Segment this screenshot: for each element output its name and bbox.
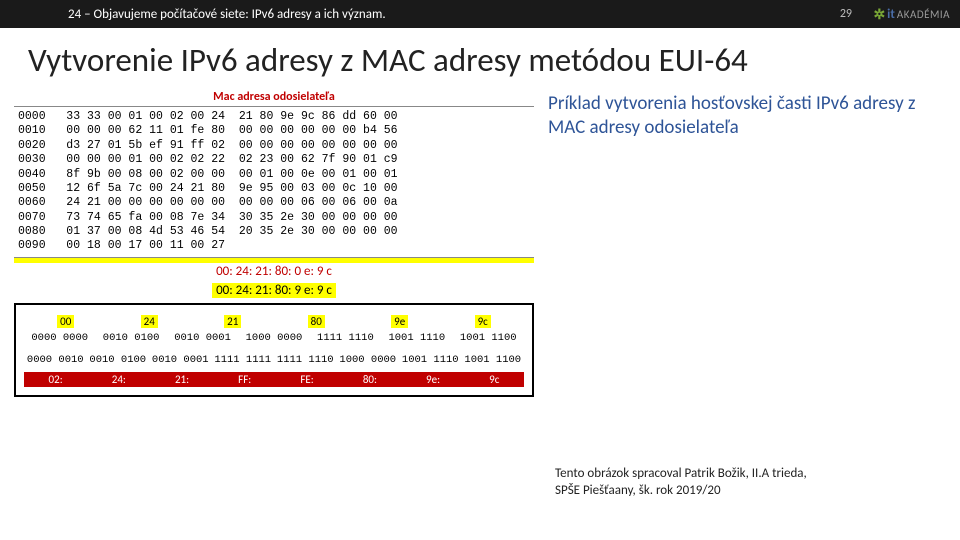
eui-bin-cell: 0000 0000 <box>31 332 88 344</box>
eui-binary-top-row: 0000 0000 0010 0100 0010 0001 1000 0000 1111… <box>24 332 524 344</box>
eui-bin-cell: 1000 0000 <box>246 332 303 344</box>
eui-result-cell: 02: <box>47 373 65 386</box>
eui-hex-cell: 21 <box>224 315 241 328</box>
eui-bin-cell: 1111 1110 <box>317 332 374 344</box>
credit-line-2: SPŠE Piešťaany, šk. rok 2019/20 <box>555 483 721 498</box>
eui-result-cell: 24: <box>110 373 128 386</box>
subtitle-text: Príklad vytvorenia hosťovskej časti IPv6… <box>548 92 938 140</box>
mac-address-line-2: 00: 24: 21: 80: 9 e: 9 c <box>14 282 534 299</box>
eui-result-cell: FE: <box>298 373 315 386</box>
eui-result-cell: 9c <box>487 373 501 386</box>
eui-bin-cell: 0010 0100 <box>103 332 160 344</box>
mac-header-label: Mac adresa odosielateľa <box>14 90 534 106</box>
eui-bin-cell: 1111 1110 <box>277 354 334 366</box>
eui-bin-cell: 1001 1110 <box>402 354 459 366</box>
eui-bin-cell: 0010 0001 <box>174 332 231 344</box>
top-bar: 24 – Objavujeme počítačové siete: IPv6 a… <box>0 0 960 28</box>
gear-icon: ✲ <box>873 6 885 23</box>
eui-hex-row: 00 24 21 80 9e 9c <box>24 315 524 328</box>
left-capture-panel: Mac adresa odosielateľa 0000 33 33 00 01… <box>14 90 534 397</box>
hex-dump: 0000 33 33 00 01 00 02 00 24 21 80 9e 9c… <box>14 106 534 258</box>
eui-result-cell: FF: <box>236 373 253 386</box>
eui-hex-cell: 9e <box>391 315 408 328</box>
eui-result-row: 02: 24: 21: FF: FE: 80: 9e: 9c <box>24 372 524 387</box>
eui-hex-cell: 80 <box>308 315 325 328</box>
credit-line-1: Tento obrázok spracoval Patrik Božik, II… <box>555 466 807 481</box>
eui-binary-bottom-row: 0000 0010 0010 0100 0010 0001 1111 1111 1111… <box>24 354 524 366</box>
eui64-conversion-box: 002421809e9c 0000 00000010 01000010 0001… <box>14 303 534 397</box>
credit-text: Tento obrázok spracoval Patrik Božik, II… <box>555 466 915 500</box>
eui-result-cell: 80: <box>361 373 379 386</box>
mac-address-line-1: 00: 24: 21: 80: 0 e: 9 c <box>14 263 534 280</box>
eui-bin-cell: 0000 0010 <box>27 354 84 366</box>
eui-result-cell: 21: <box>173 373 191 386</box>
right-text-panel: Príklad vytvorenia hosťovskej časti IPv6… <box>548 90 938 397</box>
chapter-title: 24 – Objavujeme počítačové siete: IPv6 a… <box>68 7 386 22</box>
eui-hex-cell: 24 <box>141 315 158 328</box>
eui-bin-cell: 0010 0100 <box>89 354 146 366</box>
eui-result-cell: 9e: <box>424 373 442 386</box>
content-area: Mac adresa odosielateľa 0000 33 33 00 01… <box>0 90 960 397</box>
logo-it: it <box>887 7 895 22</box>
eui-hex-cell: 9c <box>475 315 491 328</box>
eui-bin-cell: 1001 1110 <box>388 332 445 344</box>
slide-title: Vytvorenie IPv6 adresy z MAC adresy metó… <box>0 28 960 90</box>
logo-akademia: AKADÉMIA <box>897 8 950 21</box>
logo: ✲ it AKADÉMIA <box>873 6 950 23</box>
eui-hex-cell: 00 <box>57 315 74 328</box>
eui-bin-cell: 1111 1111 <box>214 354 271 366</box>
eui-bin-cell: 1000 0000 <box>339 354 396 366</box>
page-number: 29 <box>840 7 852 21</box>
eui-bin-cell: 1001 1100 <box>464 354 521 366</box>
eui-bin-cell: 0010 0001 <box>152 354 209 366</box>
eui-bin-cell: 1001 1100 <box>460 332 517 344</box>
